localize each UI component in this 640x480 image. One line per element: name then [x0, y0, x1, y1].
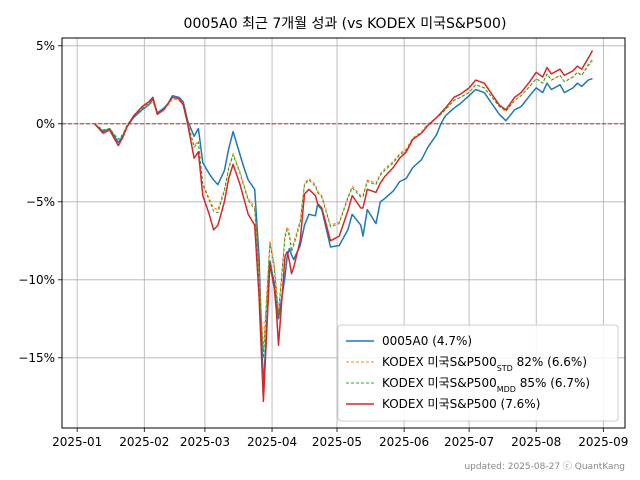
- x-tick-label: 2025-08: [511, 435, 561, 449]
- legend-label-name: KODEX 미국S&P500: [382, 355, 497, 369]
- legend-label: 0005A0 (4.7%): [382, 334, 472, 348]
- legend-label: KODEX 미국S&P500MDD 85% (6.7%): [382, 376, 590, 394]
- x-axis: 2025-01 2025-02 2025-03 2025-04 2025-05 2025-…: [52, 428, 628, 449]
- legend-label-name: 0005A0 (4.7%): [382, 334, 472, 348]
- legend-label-name: KODEX 미국S&P500 (7.6%): [382, 397, 540, 411]
- y-tick-label: −15%: [18, 351, 55, 365]
- series-line-1: [93, 77, 593, 390]
- legend-box: [337, 324, 619, 422]
- x-tick-label: 2025-05: [312, 435, 362, 449]
- y-tick-label: 5%: [36, 39, 55, 53]
- legend: 0005A0 (4.7%) KODEX 미국S&P500STD 82% (6.6%…: [337, 324, 619, 422]
- legend-label-subscript: MDD: [497, 385, 516, 394]
- x-tick-label: 2025-02: [119, 435, 169, 449]
- x-tick-label: 2025-01: [52, 435, 102, 449]
- y-tick-label: −5%: [26, 195, 55, 209]
- footer-updated-note: updated: 2025-08-27 ⓒ QuantKang: [464, 461, 625, 472]
- legend-label: KODEX 미국S&P500STD 82% (6.6%): [382, 355, 587, 373]
- legend-label-suffix: 85% (6.7%): [516, 376, 590, 390]
- x-tick-label: 2025-06: [379, 435, 429, 449]
- series-lines: [93, 50, 594, 403]
- series-line-2: [94, 61, 593, 351]
- plot-frame: [61, 37, 626, 429]
- legend-label: KODEX 미국S&P500 (7.6%): [382, 397, 540, 411]
- legend-label-name: KODEX 미국S&P500: [382, 376, 497, 390]
- x-tick-label: 2025-04: [247, 435, 297, 449]
- y-axis: 5% 0% −5% −10% −15%: [18, 39, 62, 365]
- y-tick-label: 0%: [36, 117, 55, 131]
- legend-label-suffix: 82% (6.6%): [513, 355, 587, 369]
- x-tick-label: 2025-09: [578, 435, 628, 449]
- legend-label-subscript: STD: [497, 364, 513, 373]
- x-tick-label: 2025-07: [444, 435, 494, 449]
- series-line-4: [93, 50, 594, 403]
- chart-title: 0005A0 최근 7개월 성과 (vs KODEX 미국S&P500): [184, 16, 507, 32]
- y-tick-label: −10%: [18, 273, 55, 287]
- x-tick-label: 2025-03: [180, 435, 230, 449]
